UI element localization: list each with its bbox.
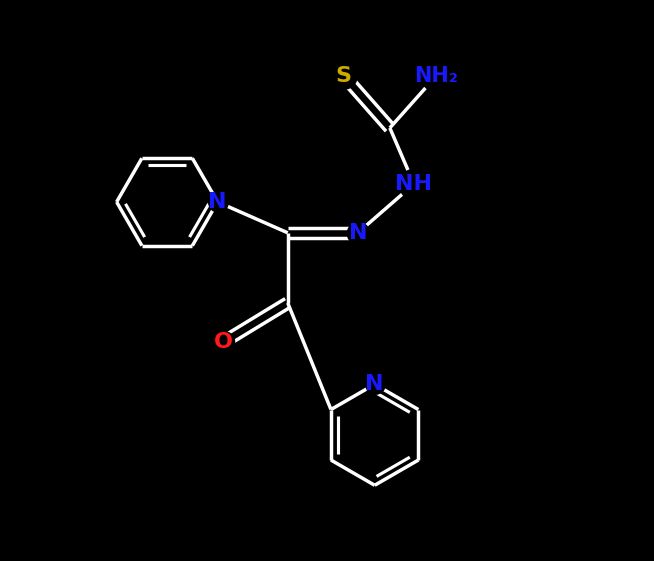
Text: NH₂: NH₂ [415, 66, 458, 86]
Text: N: N [349, 223, 367, 243]
Text: S: S [336, 66, 352, 86]
Text: O: O [214, 332, 233, 352]
Text: N: N [366, 374, 384, 394]
Text: NH: NH [396, 174, 432, 194]
Text: N: N [209, 192, 227, 212]
